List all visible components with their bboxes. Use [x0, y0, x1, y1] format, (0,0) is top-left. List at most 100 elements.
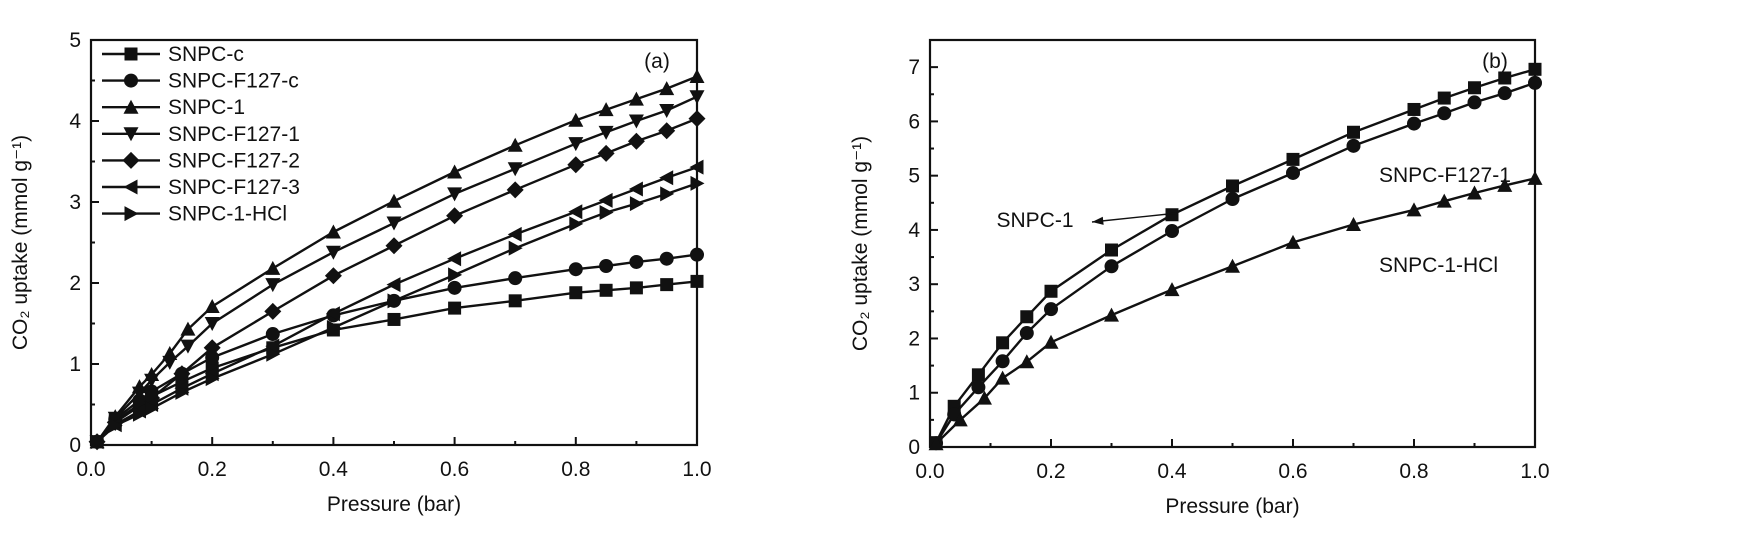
- data-point: [162, 355, 178, 370]
- data-point: [180, 321, 196, 336]
- data-point: [1437, 106, 1452, 121]
- legend-item: SNPC-1: [102, 96, 245, 119]
- y-tick-label: 1: [69, 353, 81, 376]
- data-point: [995, 354, 1010, 369]
- annotation-snpc-1: SNPC-1: [996, 209, 1179, 232]
- y-axis-title: CO₂ uptake (mmol g⁻¹): [849, 136, 872, 351]
- chart-panel-b: 0.0 0.2 0.4 0.6 0.8 1.0 0 1 2 3 4 5 6 7 Pressure (bar)…: [849, 38, 1550, 518]
- data-point: [1437, 91, 1451, 105]
- data-point: [265, 327, 280, 342]
- data-point: [1226, 179, 1239, 193]
- data-point: [205, 371, 220, 387]
- data-point: [132, 406, 147, 422]
- data-point: [265, 278, 281, 293]
- data-point: [599, 283, 613, 297]
- data-point: [448, 301, 462, 315]
- data-point: [1467, 185, 1482, 200]
- y-axis-title: CO₂ uptake (mmol g⁻¹): [9, 135, 32, 350]
- legend-marker: [123, 127, 139, 142]
- data-point: [264, 302, 282, 320]
- legend-label: SNPC-c: [168, 43, 244, 66]
- data-point: [508, 240, 523, 256]
- data-point: [658, 122, 676, 140]
- data-point: [108, 418, 123, 434]
- data-point: [629, 281, 643, 295]
- data-point: [598, 102, 614, 117]
- series-snpc-f127-c: [90, 247, 704, 449]
- data-point: [569, 216, 584, 232]
- data-point: [627, 132, 645, 150]
- data-point: [507, 226, 522, 242]
- data-point: [628, 114, 644, 129]
- data-point: [598, 125, 614, 140]
- data-point: [597, 144, 615, 162]
- legend-label: SNPC-F127-2: [168, 149, 300, 172]
- data-point: [1044, 302, 1058, 317]
- data-point: [971, 368, 985, 382]
- legend-item: SNPC-F127-c: [102, 70, 299, 93]
- legend-marker: [123, 99, 139, 114]
- data-point: [447, 251, 462, 267]
- data-point: [690, 247, 704, 262]
- data-point: [1407, 116, 1421, 131]
- legend-marker: [124, 47, 138, 61]
- data-point: [598, 192, 613, 208]
- data-point: [1346, 138, 1361, 153]
- data-point: [447, 164, 463, 179]
- data-point: [1285, 234, 1301, 249]
- data-point: [204, 298, 220, 313]
- data-point: [1347, 125, 1360, 139]
- data-point: [90, 434, 105, 450]
- annotation-arrow-head: [1092, 216, 1104, 225]
- data-point: [568, 137, 584, 152]
- legend-item: SNPC-F127-1: [102, 123, 300, 146]
- legend: SNPC-c SNPC-F127-c SNPC-1 SNPC-F127-1 SNPC-F…: [102, 43, 300, 226]
- data-point: [568, 112, 584, 127]
- annotation-label: SNPC-1-HCl: [1379, 254, 1498, 277]
- data-point: [995, 370, 1011, 385]
- y-tick-label: 4: [69, 110, 81, 133]
- data-point: [1468, 81, 1481, 95]
- data-point: [1165, 208, 1179, 222]
- legend-label: SNPC-1-HCl: [168, 203, 287, 226]
- data-point: [447, 280, 462, 295]
- legend-item: SNPC-F127-2: [102, 149, 300, 172]
- data-point: [569, 286, 583, 300]
- data-point: [1104, 307, 1119, 322]
- data-point: [1497, 177, 1513, 192]
- data-point: [628, 181, 643, 197]
- x-tick-label: 0.8: [1399, 460, 1428, 483]
- data-point: [1528, 75, 1542, 90]
- y-tick-label: 3: [908, 273, 920, 296]
- legend-marker: [124, 73, 138, 88]
- data-point: [659, 103, 675, 118]
- data-point: [447, 187, 463, 202]
- data-point: [508, 294, 522, 308]
- y-tick-label: 0: [908, 436, 920, 459]
- data-point: [660, 186, 675, 202]
- series-snpc-f127-1: [89, 90, 705, 450]
- data-point: [629, 254, 644, 269]
- data-point: [659, 251, 674, 266]
- data-point: [690, 274, 704, 288]
- data-point: [971, 380, 986, 395]
- data-point: [599, 205, 614, 221]
- data-point: [628, 91, 644, 106]
- data-point: [1225, 258, 1240, 273]
- data-point: [1436, 193, 1452, 208]
- y-tick-label: 2: [908, 327, 920, 350]
- data-point: [325, 224, 341, 239]
- panel-label: (a): [644, 50, 670, 73]
- legend-label: SNPC-1: [168, 96, 245, 119]
- annotation-label: SNPC-F127-1: [1379, 164, 1511, 187]
- data-point: [1019, 326, 1034, 341]
- data-point: [507, 162, 523, 177]
- data-point: [690, 175, 705, 191]
- annotation-snpc-1-hcl: SNPC-1-HCl: [1379, 254, 1498, 277]
- data-point: [1043, 334, 1059, 349]
- data-point: [506, 181, 524, 199]
- data-point: [1286, 165, 1300, 180]
- series-snpc-1: [929, 62, 1542, 450]
- data-point: [180, 339, 196, 354]
